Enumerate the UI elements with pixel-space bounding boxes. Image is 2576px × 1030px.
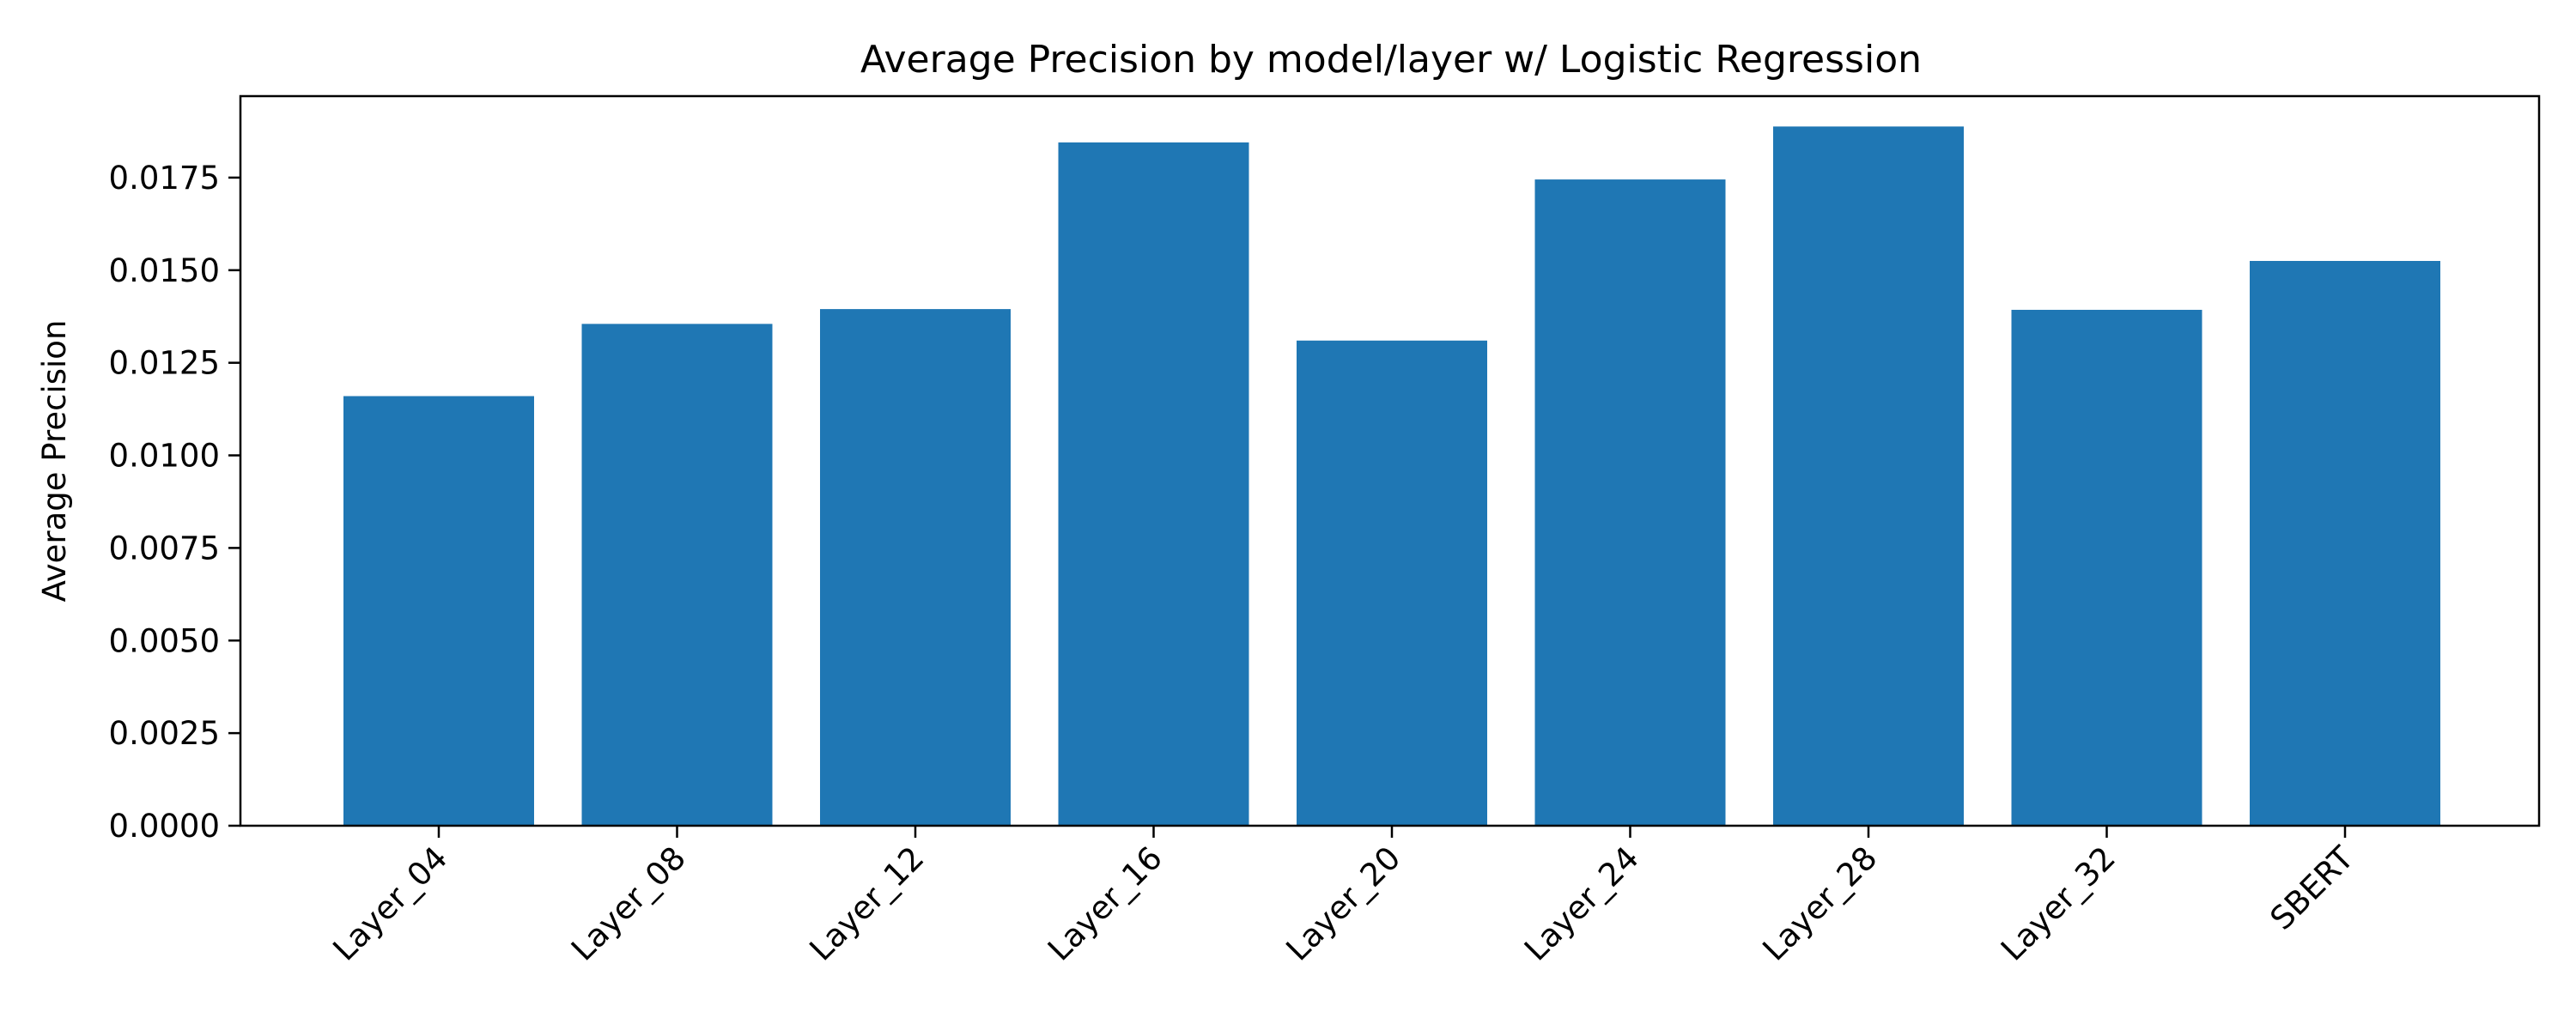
bars-layer (343, 126, 2440, 827)
y-tick-label: 0.0175 (109, 160, 220, 197)
bar-layer-28 (1773, 126, 1964, 826)
x-tick-label: Layer_32 (1994, 839, 2123, 968)
x-tick-label: Layer_24 (1517, 839, 1646, 968)
bar-layer-16 (1058, 142, 1249, 826)
x-tick-label: Layer_12 (803, 839, 932, 968)
x-tick-label: Layer_04 (326, 839, 455, 968)
y-tick-label: 0.0125 (109, 345, 220, 382)
y-tick-label: 0.0100 (109, 438, 220, 475)
chart-title: Average Precision by model/layer w/ Logi… (860, 38, 1922, 82)
bar-layer-08 (581, 324, 773, 826)
x-axis: Layer_04 Layer_08 Layer_12 Layer_16 Layer_20… (326, 826, 2361, 968)
x-tick-label: SBERT (2263, 839, 2361, 937)
y-tick-label: 0.0050 (109, 622, 220, 659)
y-tick-label: 0.0150 (109, 252, 220, 289)
y-axis-title: Average Precision (36, 320, 73, 603)
x-tick-label: Layer_20 (1279, 839, 1408, 968)
x-tick-label: Layer_16 (1041, 839, 1170, 968)
bar-layer-12 (820, 309, 1011, 826)
bar-layer-32 (2011, 309, 2202, 827)
x-tick-label: Layer_08 (564, 839, 693, 968)
bar-layer-20 (1297, 340, 1487, 826)
bar-layer-04 (343, 396, 534, 826)
y-axis: 0.0000 0.0025 0.0050 0.0075 0.0100 0.0125 0.01… (109, 160, 240, 845)
plot-frame (239, 94, 2541, 827)
y-tick-label: 0.0000 (109, 808, 220, 845)
bar-sbert (2250, 261, 2440, 826)
x-tick-label: Layer_28 (1756, 839, 1885, 968)
y-tick-label: 0.0075 (109, 530, 220, 566)
y-tick-label: 0.0025 (109, 715, 220, 752)
bar-layer-24 (1534, 179, 1726, 826)
